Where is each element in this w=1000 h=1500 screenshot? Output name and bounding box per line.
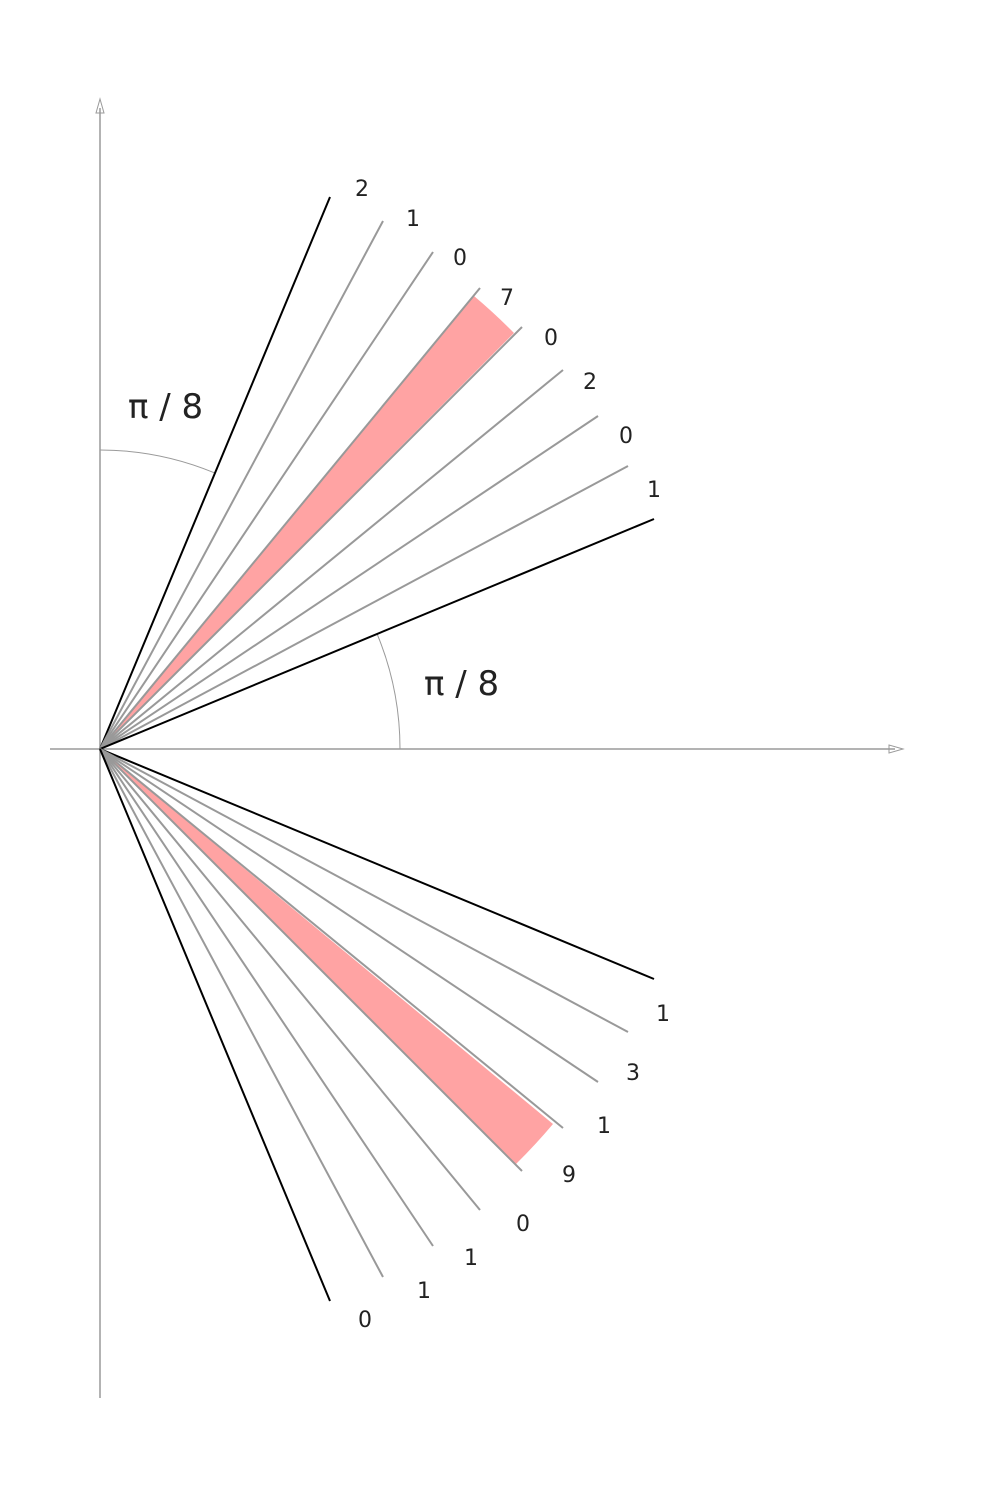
lower-ray (99, 748, 564, 1129)
upper-boundary-ray-start (99, 196, 331, 750)
lower-ray (99, 748, 599, 1083)
upper-highlight-wedge (100, 296, 514, 749)
upper-ray (99, 287, 481, 750)
lower-ray (99, 748, 434, 1247)
lower-angle-label: π / 8 (424, 664, 499, 704)
lower-ray (99, 748, 629, 1033)
upper-digit: 1 (647, 478, 661, 503)
upper-digit: 7 (500, 286, 514, 311)
upper-angle-arc (99, 449, 215, 474)
lower-ray (99, 748, 523, 1172)
upper-ray (99, 369, 564, 750)
upper-fan: 2 1 0 7 0 2 0 1 (99, 177, 661, 750)
upper-ray (99, 251, 434, 750)
lower-digit: 3 (626, 1061, 640, 1086)
upper-digit: 0 (453, 246, 467, 271)
axes (50, 97, 905, 1398)
lower-highlight-wedge (100, 749, 553, 1164)
lower-ray (99, 748, 481, 1211)
upper-digit: 2 (583, 370, 597, 395)
lower-boundary-ray-start (99, 748, 655, 980)
lower-digit: 1 (597, 1114, 611, 1139)
lower-digit: 0 (516, 1212, 530, 1237)
lower-digit: 9 (562, 1163, 576, 1188)
lower-digit: 1 (656, 1002, 670, 1027)
upper-boundary-ray-end (99, 518, 655, 750)
upper-digit: 0 (619, 424, 633, 449)
upper-angle-label: π / 8 (128, 387, 203, 427)
lower-ray (99, 748, 384, 1278)
lower-digit: 1 (417, 1279, 431, 1304)
lower-fan: 1 3 1 9 0 1 1 0 (99, 748, 670, 1333)
upper-digit: 1 (406, 207, 420, 232)
angle-arcs: π / 8 π / 8 (99, 387, 499, 750)
upper-ray (99, 326, 523, 750)
upper-ray (99, 220, 384, 750)
lower-boundary-ray-end (99, 748, 331, 1302)
upper-ray (99, 465, 629, 750)
lower-digit: 0 (358, 1308, 372, 1333)
lower-digit: 1 (464, 1246, 478, 1271)
upper-digit: 2 (355, 177, 369, 202)
upper-digit: 0 (544, 326, 558, 351)
y-axis-arrow-icon (95, 97, 105, 114)
x-axis-arrow-icon (888, 744, 905, 754)
lower-angle-arc (376, 634, 401, 750)
upper-ray (99, 415, 599, 750)
